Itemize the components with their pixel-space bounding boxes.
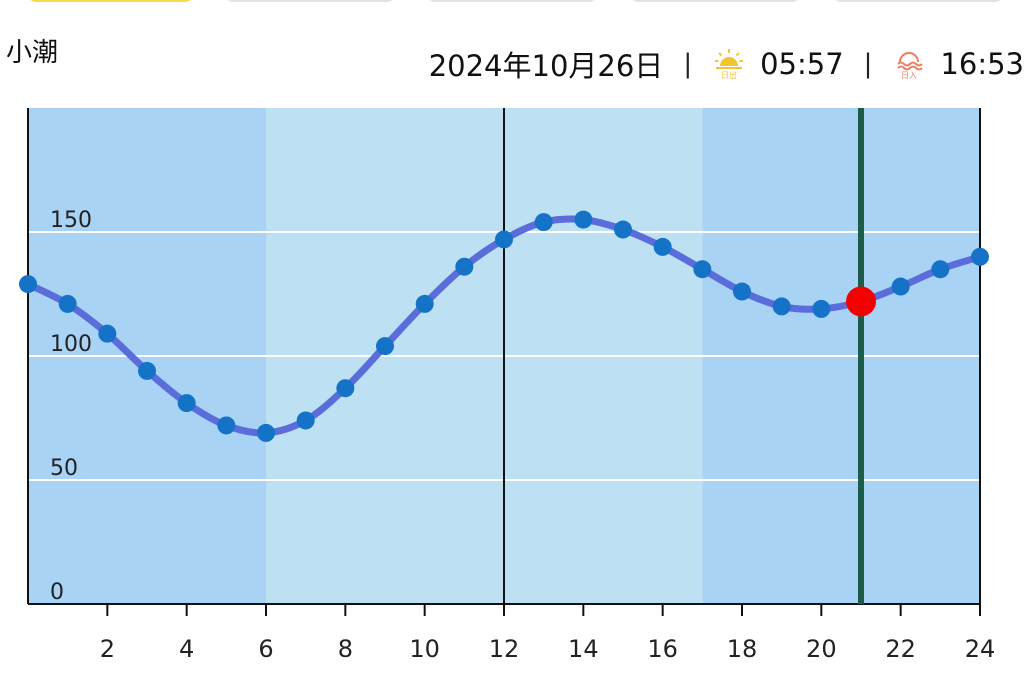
tide-data-point — [138, 361, 156, 380]
tide-data-point — [376, 337, 394, 356]
x-tick-label: 12 — [489, 635, 520, 663]
sunrise-icon-label: 日出 — [721, 70, 737, 80]
sunset-time: 16:53 — [940, 47, 1024, 81]
tide-data-point — [653, 237, 672, 256]
y-tick-label: 100 — [50, 332, 92, 357]
tide-data-point — [217, 416, 236, 435]
tide-data-point — [257, 423, 275, 442]
tide-data-point — [455, 257, 474, 276]
x-tick-label: 6 — [258, 635, 273, 663]
y-tick-label: 50 — [50, 456, 78, 481]
tide-data-point — [931, 260, 950, 279]
tide-data-point — [971, 247, 989, 266]
x-tick-label: 22 — [885, 635, 916, 663]
tab-5[interactable] — [833, 0, 1003, 2]
separator: | — [863, 49, 873, 79]
tide-data-point — [177, 394, 196, 413]
tide-data-point — [693, 260, 712, 279]
tide-type-label: 小潮 — [6, 38, 59, 68]
y-tick-label: 0 — [50, 580, 64, 605]
tide-data-point — [733, 282, 751, 301]
x-tick-label: 2 — [100, 635, 115, 663]
x-tick-label: 10 — [409, 635, 440, 663]
x-tick-label: 4 — [179, 635, 194, 663]
tab-active[interactable] — [28, 0, 193, 2]
tide-data-point — [98, 324, 117, 343]
tide-data-point — [495, 230, 513, 249]
tab-2[interactable] — [225, 0, 395, 2]
x-tick-label: 8 — [338, 635, 353, 663]
tide-data-point — [336, 379, 355, 398]
sunrise-icon: 日出 — [715, 49, 744, 80]
x-tick-label: 16 — [647, 635, 678, 663]
tide-data-point — [812, 299, 831, 318]
tide-data-point — [415, 294, 434, 313]
tab-4[interactable] — [630, 0, 800, 2]
separator: | — [683, 49, 693, 79]
tide-data-point — [891, 277, 910, 296]
tab-3[interactable] — [427, 0, 597, 2]
tide-data-point — [614, 220, 632, 239]
tide-data-point — [58, 294, 77, 313]
sunset-icon-label: 日入 — [901, 71, 917, 80]
tide-data-point — [19, 275, 37, 294]
sunset-icon: 日入 — [897, 52, 924, 80]
x-tick-label: 14 — [568, 635, 599, 663]
date-sun-bar: 2024年10月26日 | 日出 05:57 | 日入 16:53 — [429, 42, 1024, 86]
x-tick-label: 18 — [727, 635, 758, 663]
y-tick-label: 150 — [50, 208, 92, 233]
date-label: 2024年10月26日 — [428, 49, 664, 83]
x-tick-label: 20 — [806, 635, 837, 663]
x-tick-label: 24 — [965, 635, 996, 663]
sunrise-time: 05:57 — [760, 47, 844, 81]
tide-data-point — [574, 210, 593, 229]
tide-data-point — [296, 411, 315, 430]
tide-data-point — [772, 297, 791, 316]
current-tide-marker — [846, 286, 876, 317]
tide-data-point — [534, 213, 553, 232]
tab-strip — [0, 0, 1024, 6]
